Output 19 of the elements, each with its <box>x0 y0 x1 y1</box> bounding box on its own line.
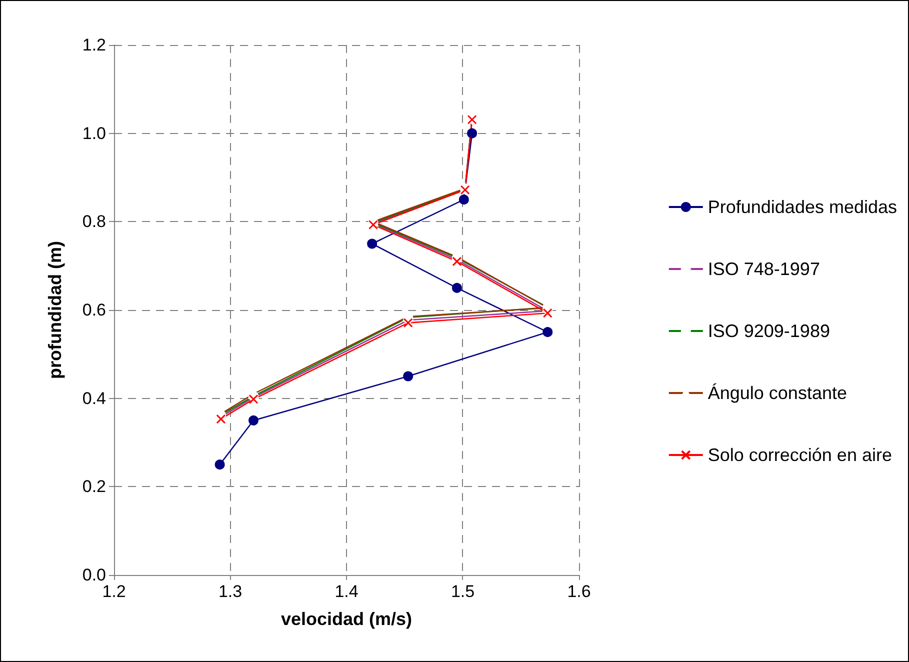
x-axis-title: velocidad (m/s) <box>280 609 412 629</box>
y-tick-label: 1.2 <box>82 36 106 54</box>
y-tick-label: 0.6 <box>82 300 106 320</box>
x-tick-label: 1.3 <box>218 582 242 601</box>
x-tick-label: 1.5 <box>450 582 475 601</box>
y-axis-title: profundidad (m) <box>45 241 65 379</box>
y-tick-label: 1.0 <box>82 124 106 143</box>
legend-label: Profundidades medidas <box>708 197 897 217</box>
legend-label: Ángulo constante <box>708 383 847 403</box>
legend-label: ISO 9209-1989 <box>708 321 830 341</box>
x-tick-label: 1.4 <box>334 582 358 601</box>
legend-label: Solo corrección en aire <box>708 445 892 465</box>
x-tick-label: 1.6 <box>567 582 591 601</box>
y-tick-label: 0.2 <box>82 477 106 496</box>
y-tick-label: 0.0 <box>82 566 106 584</box>
x-tick-label: 1.2 <box>102 582 126 601</box>
legend-label: ISO 748-1997 <box>708 259 820 279</box>
y-tick-label: 0.8 <box>82 212 106 232</box>
y-tick-label: 0.4 <box>82 388 106 408</box>
